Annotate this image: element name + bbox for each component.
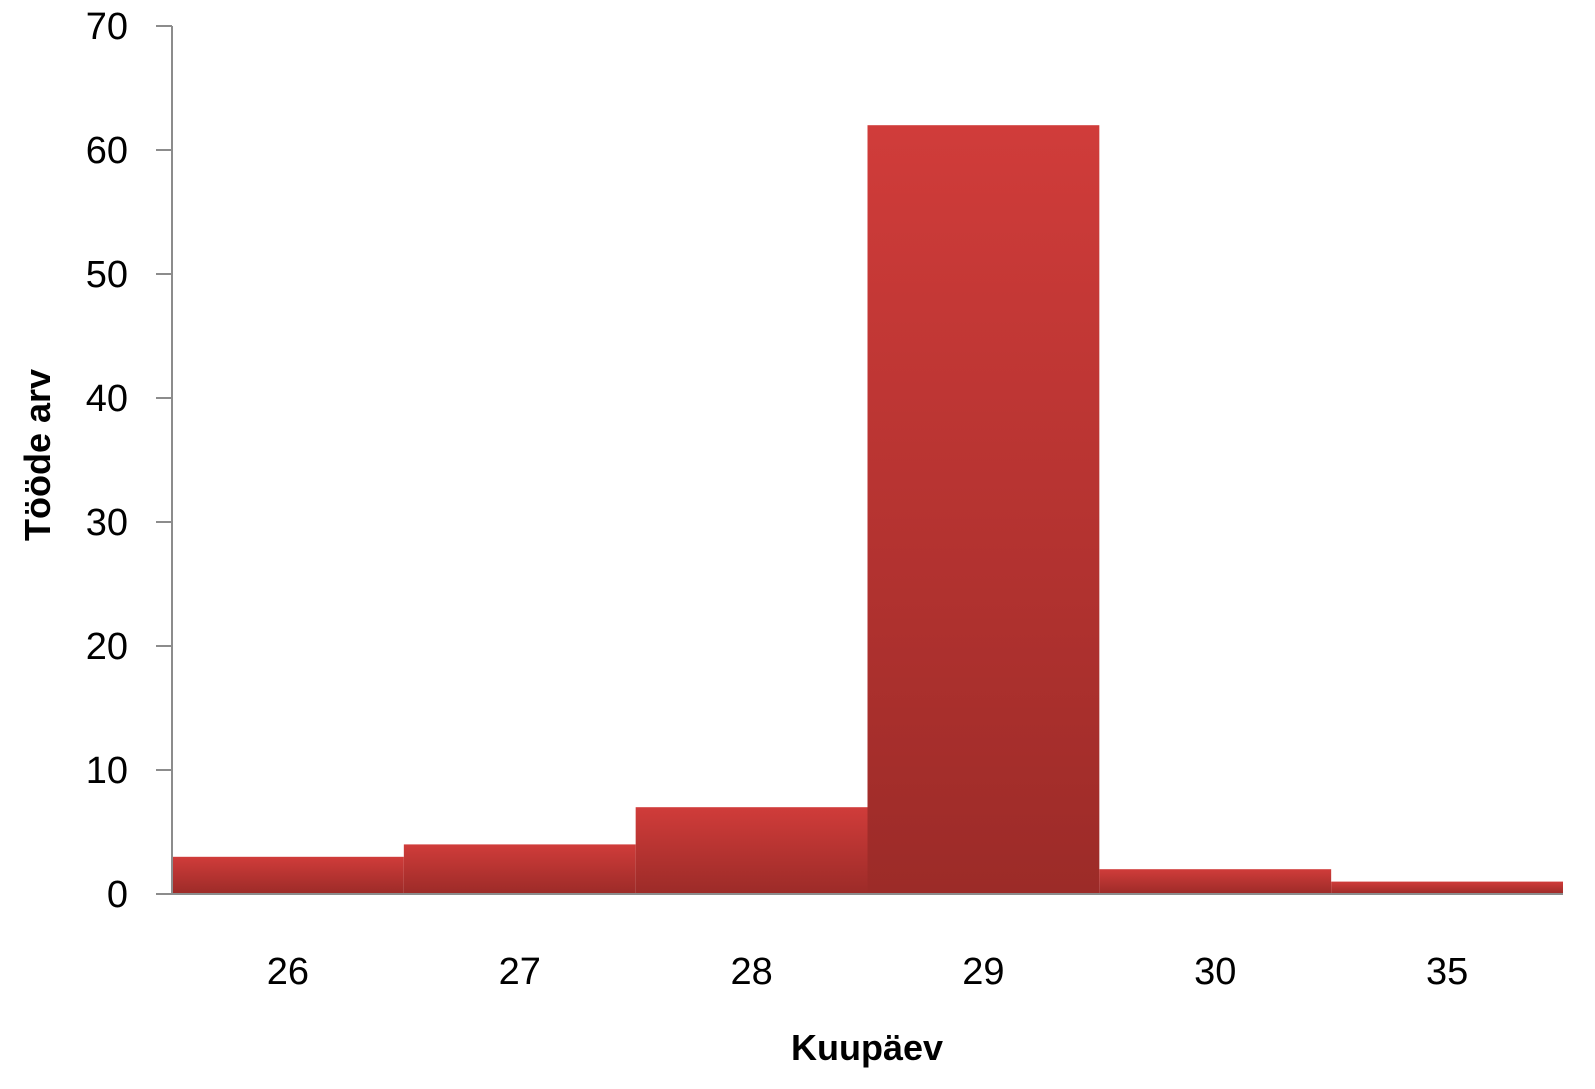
y-tick-label-10: 10: [86, 750, 128, 792]
y-tick-label-60: 60: [86, 130, 128, 172]
x-tick-label-28: 28: [730, 951, 772, 993]
axes-layer: [156, 25, 1563, 895]
bar-28: [635, 807, 868, 894]
y-tick-label-40: 40: [86, 378, 128, 420]
x-tick-label-27: 27: [499, 951, 541, 993]
bar-27: [403, 844, 636, 894]
y-tick-label-0: 0: [107, 874, 128, 916]
y-tick-label-50: 50: [86, 254, 128, 296]
x-tick-label-35: 35: [1426, 951, 1468, 993]
y-tick-labels: 0 10 20 30 40 50 60 70: [86, 6, 128, 916]
x-tick-label-29: 29: [962, 951, 1004, 993]
x-tick-label-30: 30: [1194, 951, 1236, 993]
bar-30: [1099, 869, 1332, 894]
bar-29: [867, 125, 1100, 894]
x-axis-title: Kuupäev: [791, 1027, 943, 1068]
y-tick-label-20: 20: [86, 626, 128, 668]
x-tick-labels: 26 27 28 29 30 35: [267, 951, 1468, 993]
bar-26: [172, 856, 404, 894]
bar-35: [1331, 881, 1563, 894]
x-tick-label-26: 26: [267, 951, 309, 993]
y-axis-title: Tööde arv: [17, 369, 58, 541]
y-tick-label-30: 30: [86, 502, 128, 544]
bars-layer: [172, 125, 1563, 894]
y-tick-label-70: 70: [86, 6, 128, 48]
